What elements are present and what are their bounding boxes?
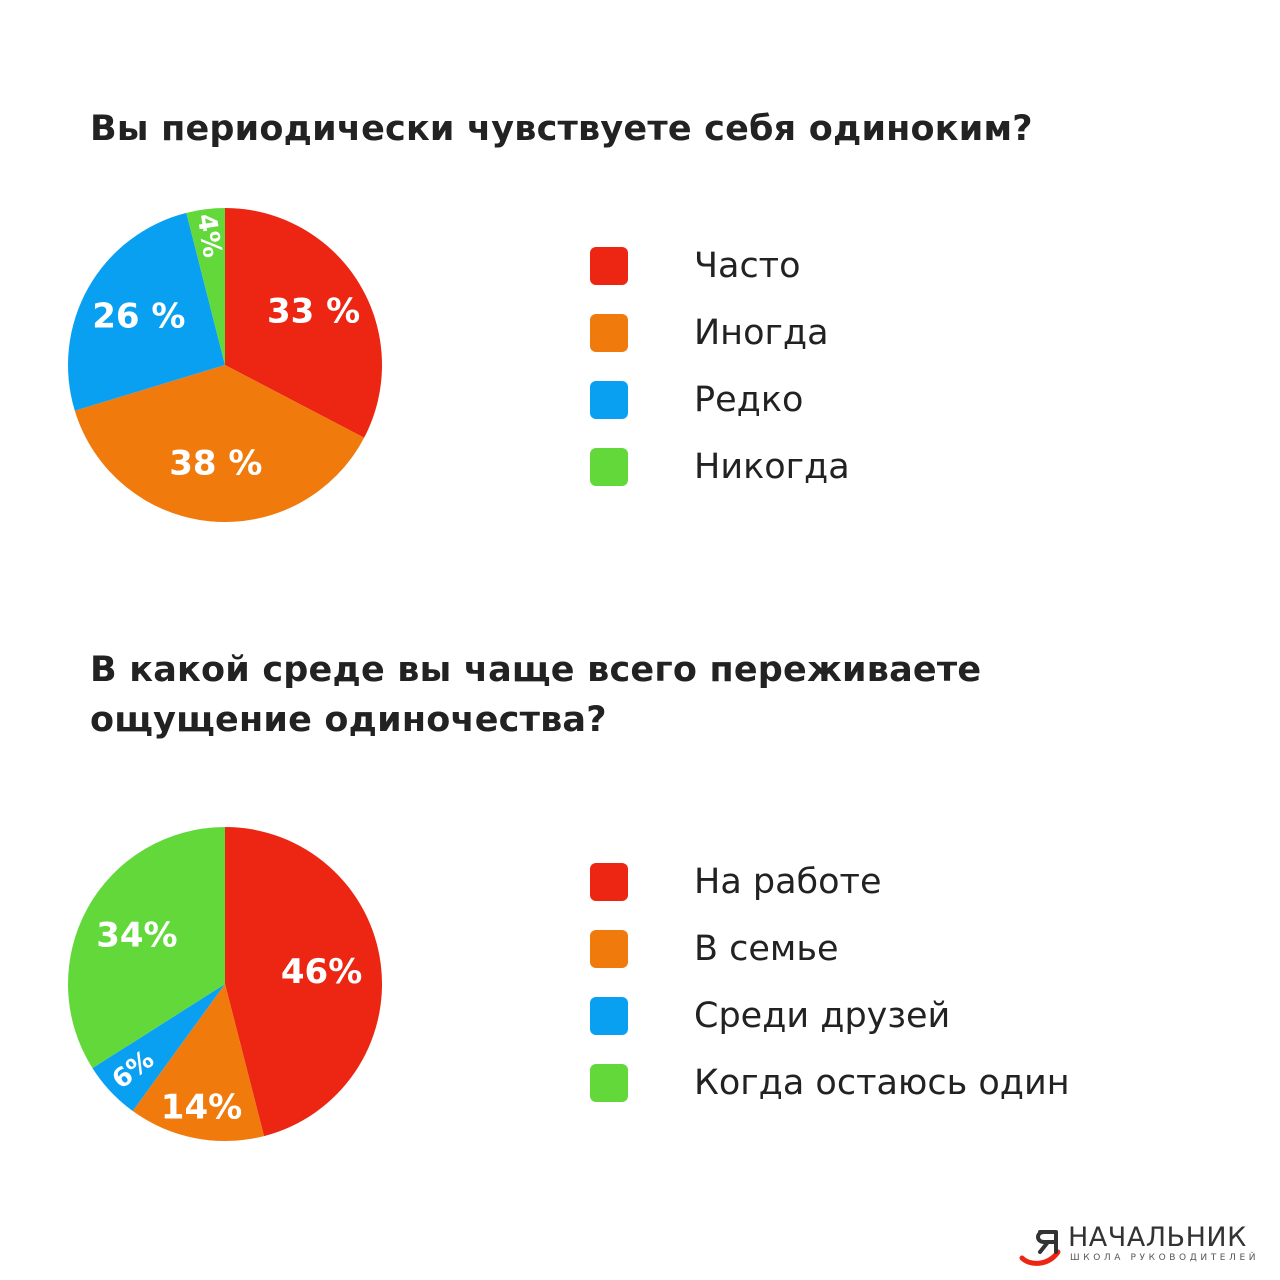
legend-label: Редко — [694, 379, 804, 420]
legend-1-item-2: Иногда — [590, 299, 850, 366]
pie-1-slice-4 — [186, 208, 225, 365]
pie-chart-2: 46%14%6%34% — [68, 827, 383, 1142]
legend-swatch — [590, 313, 628, 352]
legend-label: На работе — [694, 861, 882, 902]
legend-2-item-3: Среди друзей — [590, 982, 1070, 1049]
logo-mark-icon — [1019, 1230, 1061, 1266]
pie-1-label-2: 38 % — [169, 444, 262, 484]
legend-2-item-2: В семье — [590, 915, 1070, 982]
pie-1-label-3: 26 % — [92, 296, 185, 336]
pie-2-label-2: 14% — [161, 1087, 242, 1127]
pie-2-label-1: 46% — [281, 952, 362, 992]
legend-2-item-1: На работе — [590, 848, 1070, 915]
legend-swatch — [590, 1063, 628, 1102]
chart-2-title: В какой среде вы чаще всего переживаете … — [90, 650, 982, 740]
legend-swatch — [590, 246, 628, 285]
logo-name: НАЧАЛЬНИК — [1068, 1222, 1247, 1253]
legend-swatch — [590, 929, 628, 968]
chart-1-title: Вы периодически чувствуете себя одиноким… — [90, 109, 1033, 149]
legend-label: Иногда — [694, 312, 829, 353]
pie-2-slice-1 — [225, 827, 383, 1137]
legend-label: Когда остаюсь один — [694, 1062, 1070, 1103]
chart-1-legend: Часто Иногда Редко Никогда — [590, 232, 850, 500]
pie-1-slice-1 — [225, 208, 382, 438]
legend-2-item-4: Когда остаюсь один — [590, 1049, 1070, 1116]
legend-swatch — [590, 380, 628, 419]
pie-1-label-4: 4% — [191, 212, 228, 260]
pie-2-slice-4 — [68, 827, 225, 1069]
legend-label: Среди друзей — [694, 995, 951, 1036]
pie-2-slice-2 — [132, 984, 265, 1142]
pie-1-label-1: 33 % — [267, 291, 360, 331]
legend-label: Никогда — [694, 446, 850, 487]
legend-label: В семье — [694, 928, 839, 969]
pie-chart-1: 33 % 38 % 26 %4% — [67, 208, 382, 523]
logo-subtitle: ШКОЛА РУКОВОДИТЕЛЕЙ — [1070, 1253, 1260, 1263]
legend-1-item-4: Никогда — [590, 433, 850, 500]
pie-2-slice-3 — [92, 984, 225, 1112]
chart-2-legend: На работе В семье Среди друзей Когда остаюс… — [590, 848, 1070, 1116]
logo: НАЧАЛЬНИК ШКОЛА РУКОВОДИТЕЛЕЙ — [1018, 1222, 1268, 1268]
pie-2-label-4: 34% — [96, 916, 177, 956]
legend-swatch — [590, 862, 628, 901]
legend-1-item-1: Часто — [590, 232, 850, 299]
legend-label: Часто — [694, 245, 801, 286]
legend-1-item-3: Редко — [590, 366, 850, 433]
pie-1-slice-3 — [67, 212, 225, 411]
legend-swatch — [590, 996, 628, 1035]
legend-swatch — [590, 447, 628, 486]
pie-1-slice-2 — [74, 365, 365, 523]
